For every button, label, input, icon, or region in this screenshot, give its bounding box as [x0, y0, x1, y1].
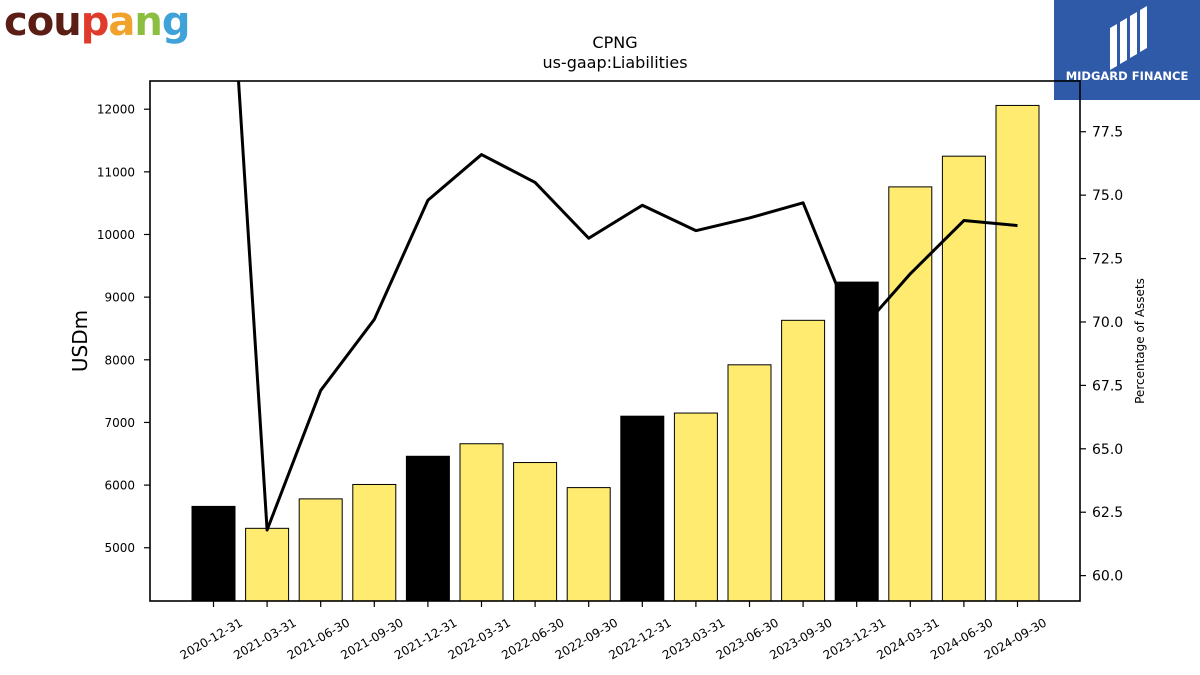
y-tick-label: 5000 [104, 541, 135, 555]
line-series [237, 81, 1018, 532]
bar [673, 412, 718, 602]
plot-frame [149, 80, 1081, 602]
bar [566, 487, 611, 602]
logo-letter: c [4, 0, 28, 45]
bar [191, 505, 236, 602]
y-tick-label: 9000 [104, 291, 135, 305]
bar [405, 455, 450, 602]
y-axis-label: USDm [68, 310, 92, 372]
y2-tick-label: 75.0 [1092, 188, 1123, 204]
logo-letter: g [161, 0, 191, 45]
midgard-finance-logo: MIDGARD FINANCE [1054, 0, 1200, 100]
bar [888, 186, 933, 602]
bar [245, 527, 290, 602]
bar [352, 483, 397, 602]
y-axis: 5000 6000 7000 8000 9000 10000 11000 12000 [97, 103, 150, 555]
y2-tick-label: 65.0 [1092, 442, 1123, 458]
logo-letter: a [108, 0, 135, 45]
chart-subtitle: us-gaap:Liabilities [542, 53, 687, 72]
logo-letter: u [53, 0, 82, 45]
y-tick-label: 7000 [104, 416, 135, 430]
y2-axis-label: Percentage of Assets [1133, 278, 1147, 404]
y-tick-label: 8000 [104, 353, 135, 367]
bar [995, 104, 1040, 602]
bar [459, 443, 504, 602]
y2-tick-label: 62.5 [1092, 505, 1123, 521]
bar [620, 415, 665, 602]
logo-letter: n [134, 0, 163, 45]
logo-letter: o [26, 0, 55, 45]
y2-tick-label: 70.0 [1092, 315, 1123, 331]
y-tick-label: 11000 [97, 165, 135, 179]
bar [781, 319, 826, 602]
bar [834, 281, 879, 602]
y-tick-label: 6000 [104, 479, 135, 493]
y-tick-label: 12000 [97, 103, 135, 117]
x-axis: 2020-12-312021-03-312021-06-302021-09-30… [178, 601, 1049, 662]
coupang-logo: coupang [4, 0, 191, 45]
bar [941, 155, 986, 602]
y2-axis: 60.0 62.5 65.0 67.5 70.0 72.5 75.0 77.5 [1080, 125, 1123, 585]
bar [513, 462, 558, 602]
logo-letter: p [80, 0, 110, 45]
y-tick-label: 10000 [97, 228, 135, 242]
y2-tick-label: 60.0 [1092, 569, 1123, 585]
midgard-emblem-icon [1110, 6, 1147, 70]
percentage-line [237, 81, 1018, 532]
bar [727, 364, 772, 602]
chart-title: CPNG [592, 33, 637, 52]
partner-name: MIDGARD FINANCE [1065, 69, 1189, 83]
y2-tick-label: 72.5 [1092, 252, 1123, 268]
y2-tick-label: 67.5 [1092, 378, 1123, 394]
y2-tick-label: 77.5 [1092, 125, 1123, 141]
bar-series [191, 104, 1040, 602]
bar [298, 498, 343, 602]
